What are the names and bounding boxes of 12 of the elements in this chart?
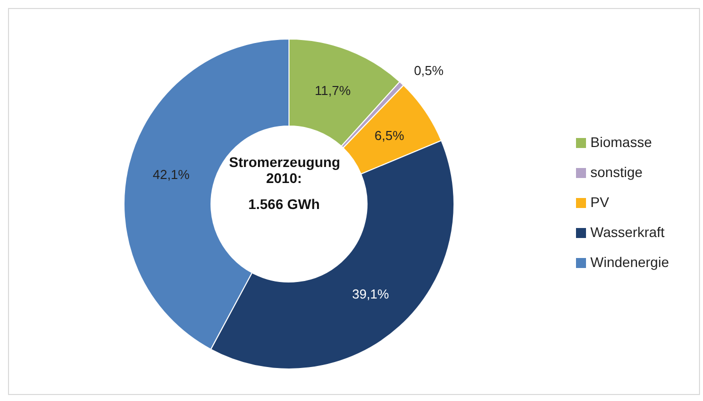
text: 1.566 GWh (247, 196, 321, 212)
data-label: 42,1% (152, 166, 190, 182)
legend-label: Biomasse (590, 134, 652, 150)
data-label: 39,1% (352, 286, 390, 302)
data-label: 0,5% (414, 62, 444, 78)
data-label: 11,7% (314, 83, 352, 98)
text: Stromerzeugung 2010: (229, 154, 340, 186)
legend-label: sonstige (590, 164, 643, 180)
legend-label: Wasserkraft (590, 224, 665, 240)
data-label: 6,5% (374, 128, 405, 143)
legend-label: PV (590, 194, 610, 210)
legend-label: Windenergie (590, 254, 669, 270)
